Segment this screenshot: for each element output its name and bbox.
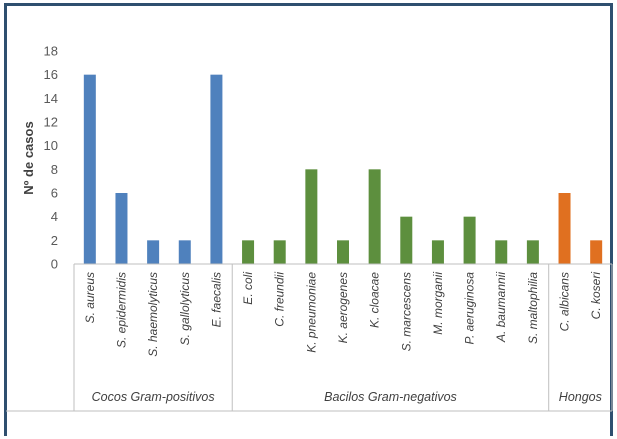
category-label: S. haemolyticus	[146, 272, 160, 357]
y-tick-label: 6	[51, 186, 58, 201]
axes	[6, 263, 613, 412]
y-tick-label: 8	[51, 162, 58, 177]
category-label: S. maltophilia	[526, 272, 540, 344]
bar	[147, 240, 160, 264]
category-label: S. epidermidis	[114, 272, 128, 348]
bar	[558, 193, 571, 264]
y-axis-label: Nº de casos	[21, 121, 36, 194]
bar	[242, 240, 255, 264]
frame-border-left	[4, 3, 7, 436]
y-tick-label: 4	[51, 209, 58, 224]
frame-border-right	[610, 3, 613, 436]
bar	[178, 240, 191, 264]
group-labels: Cocos Gram-positivos Bacilos Gram-negativ…	[92, 390, 602, 404]
bar	[590, 240, 603, 264]
category-label: K. pneumoniae	[304, 272, 318, 353]
group-label: Bacilos Gram-negativos	[324, 390, 457, 404]
y-tick-label: 14	[44, 91, 58, 106]
bar	[210, 74, 223, 265]
category-label: C. freundii	[273, 272, 287, 327]
bar	[83, 74, 96, 265]
bar	[273, 240, 286, 264]
category-labels: S. aureus S. epidermidis S. haemolyticus S.…	[83, 272, 603, 357]
group-label: Hongos	[559, 390, 602, 404]
category-label: K. aerogenes	[336, 272, 350, 343]
category-label: S. aureus	[83, 272, 97, 323]
category-label: E. faecalis	[209, 272, 223, 327]
category-label: E. coli	[241, 272, 255, 305]
bar	[400, 216, 413, 264]
bar	[368, 169, 381, 264]
y-tick-label: 18	[44, 44, 58, 59]
category-label: P. aeruginosa	[463, 272, 477, 345]
category-label: M. morganii	[431, 272, 445, 335]
bars	[83, 74, 603, 265]
category-label: C. koseri	[589, 272, 603, 320]
y-tick-label: 16	[44, 67, 58, 82]
category-label: A. baumannii	[494, 272, 508, 343]
category-label: C. albicans	[558, 272, 572, 331]
category-label: K. cloacae	[368, 272, 382, 328]
bar	[115, 193, 128, 264]
bar	[463, 216, 476, 264]
category-label: S. gallolyticus	[178, 272, 192, 345]
bar	[495, 240, 508, 264]
y-tick-label: 12	[44, 115, 58, 130]
bar	[431, 240, 444, 264]
group-label: Cocos Gram-positivos	[92, 390, 215, 404]
y-tick-label: 0	[51, 257, 58, 272]
bar	[305, 169, 318, 264]
bar	[526, 240, 539, 264]
y-tick-label: 2	[51, 233, 58, 248]
frame-border-top	[4, 3, 613, 6]
category-label: S. marcescens	[399, 272, 413, 351]
bar	[337, 240, 349, 264]
y-axis-ticks: 0 2 4 6 8 10 12 14 16 18	[44, 44, 58, 272]
y-tick-label: 10	[44, 138, 58, 153]
